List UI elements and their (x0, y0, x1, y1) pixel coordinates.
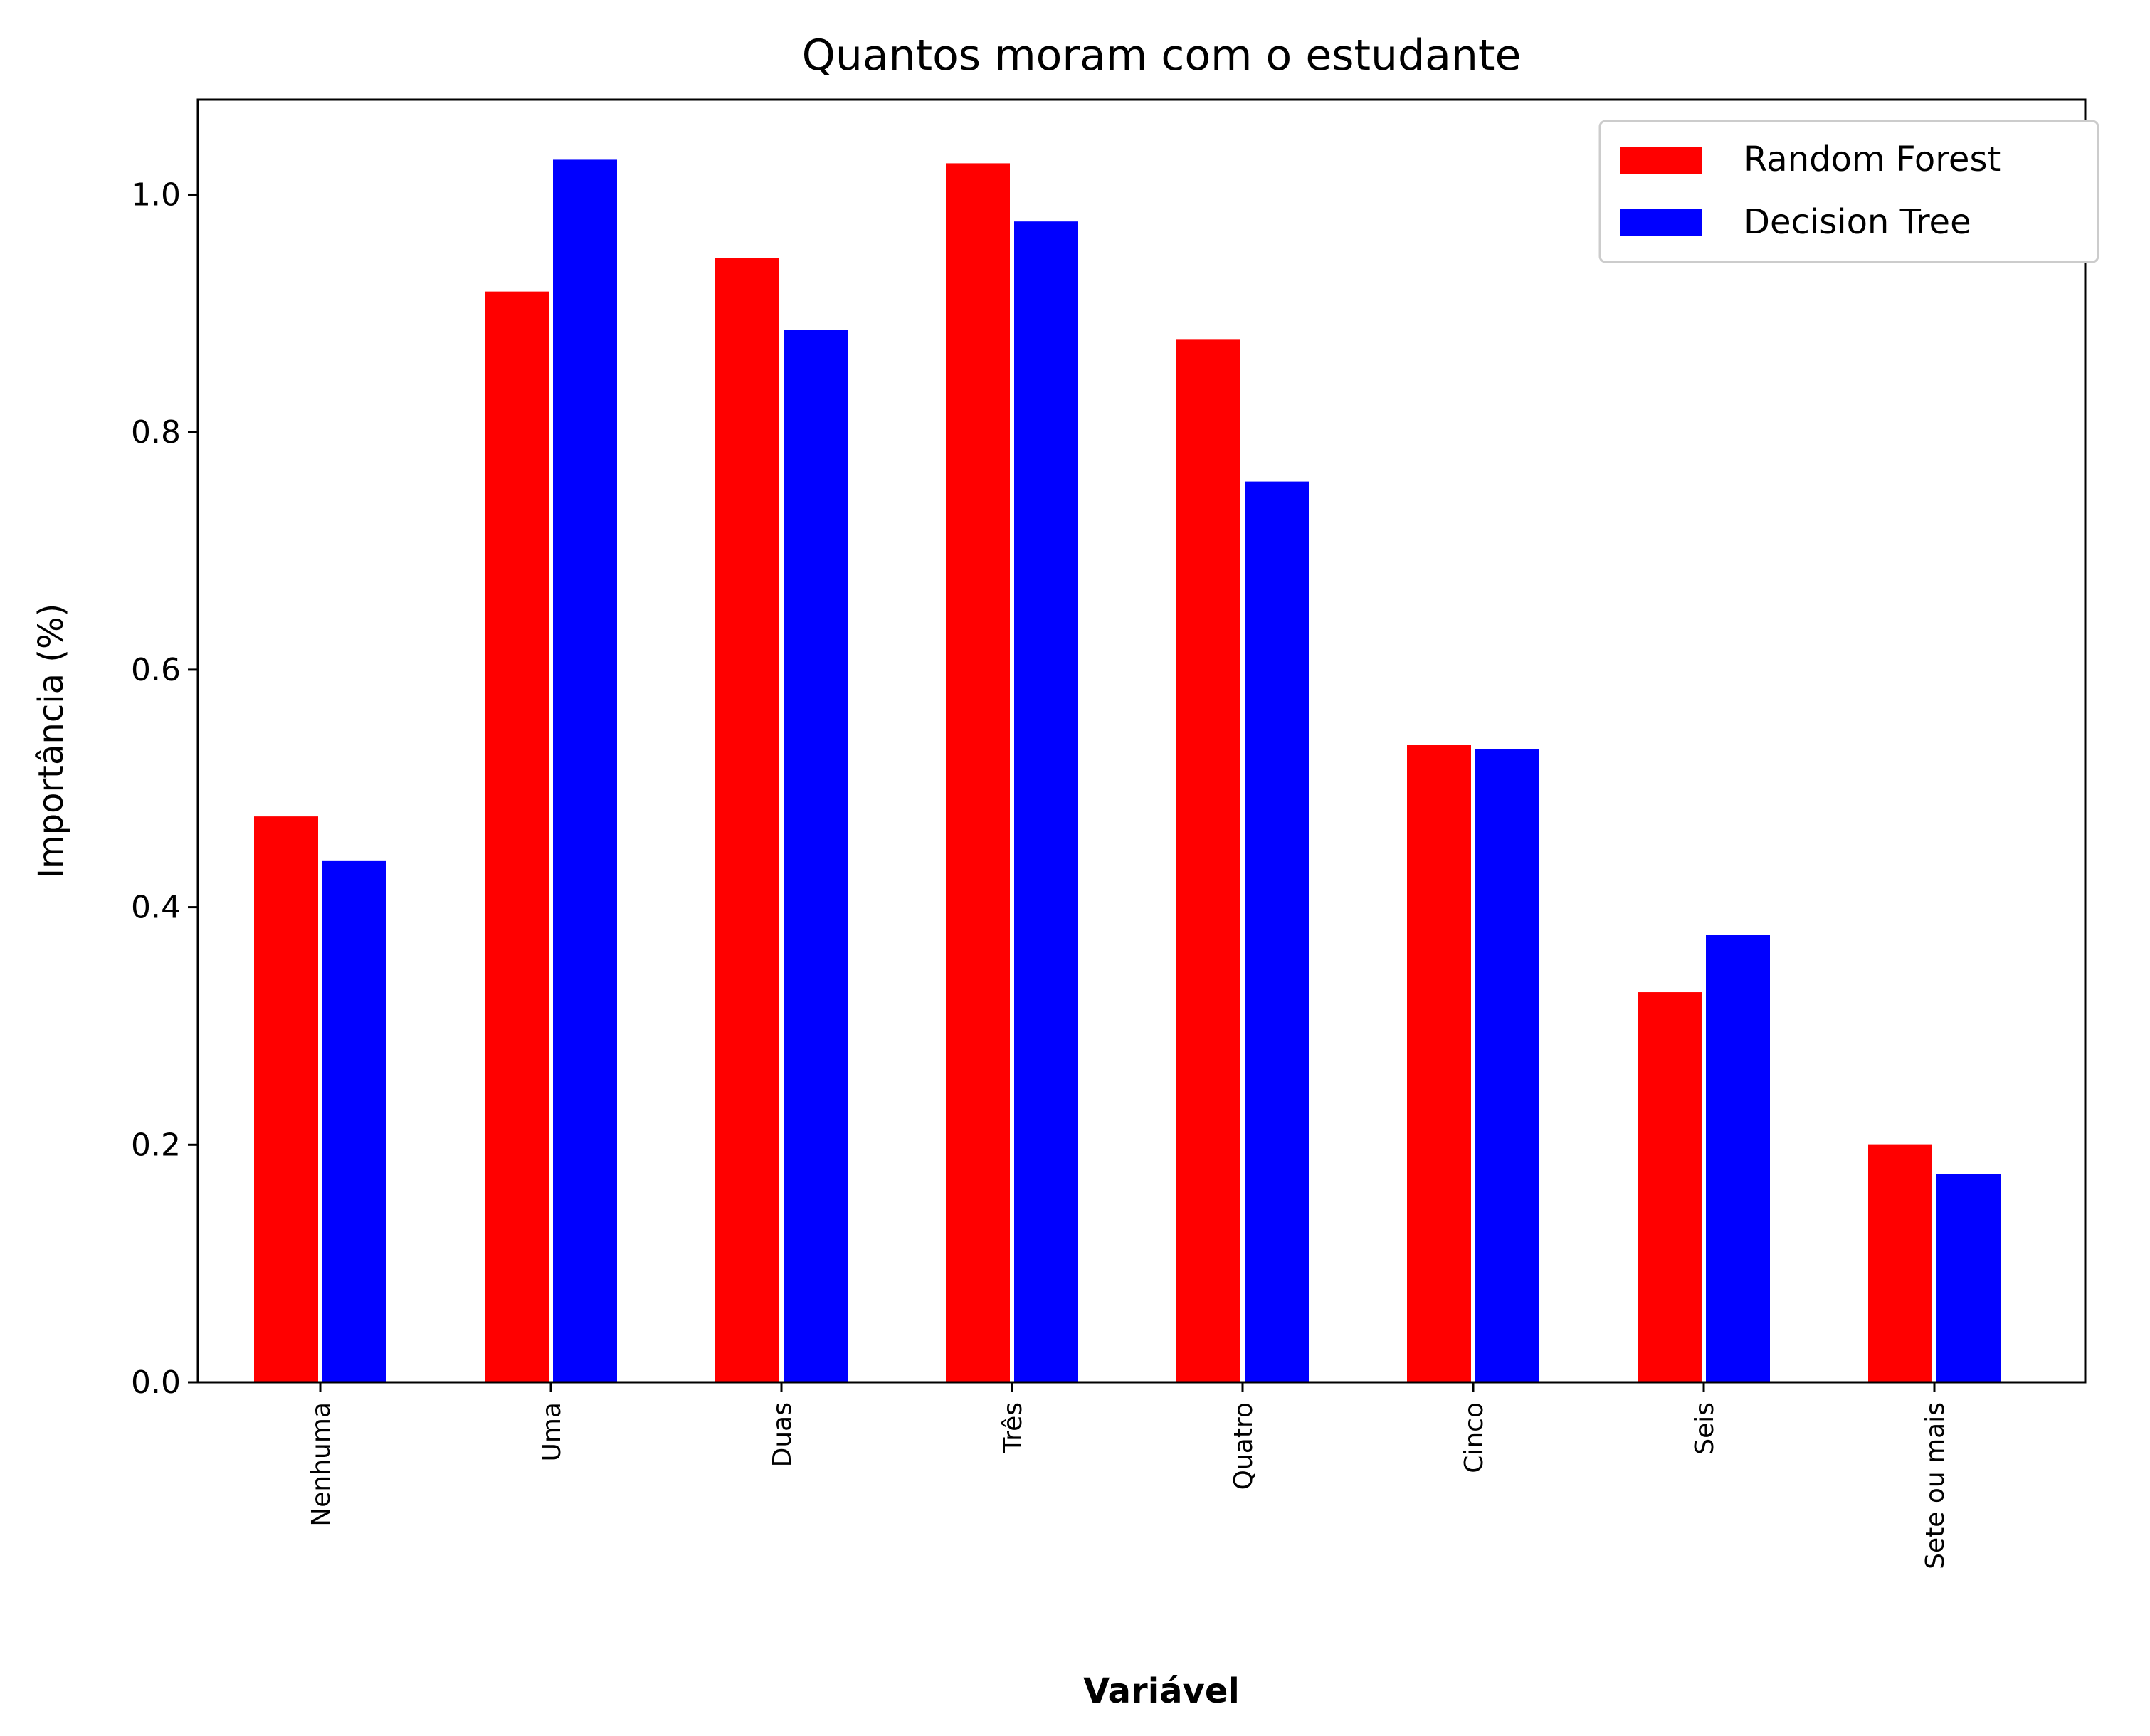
x-tick-label-cinco: Cinco (1460, 1402, 1489, 1473)
bar-random-forest-uma (483, 290, 550, 1383)
y-tick-label: 0.6 (131, 652, 181, 688)
bar-decision-tree-uma (552, 158, 618, 1384)
x-tick-label-uma: Uma (537, 1402, 567, 1461)
chart-title: Quantos moram com o estudante (802, 31, 1522, 80)
x-tick-label-sete-ou-mais: Sete ou mais (1921, 1402, 1950, 1569)
y-tick-label: 0.8 (131, 414, 181, 451)
bar-random-forest-quatro (1175, 337, 1242, 1384)
y-tick-label: 1.0 (131, 177, 181, 213)
legend-swatch-random-forest (1620, 147, 1702, 174)
y-tick-label: 0.2 (131, 1127, 181, 1163)
legend: Random Forest Decision Tree (1598, 120, 2099, 263)
y-axis: 0.0 0.2 0.4 0.6 0.8 1.0 (131, 177, 198, 1401)
bar-decision-tree-cinco (1474, 747, 1541, 1383)
x-axis-label: Variável (1083, 1671, 1240, 1711)
bar-random-forest-duas (714, 256, 781, 1383)
bar-random-forest-tres (944, 162, 1011, 1383)
legend-label-random-forest: Random Forest (1744, 140, 2001, 179)
bar-decision-tree-nenhuma (321, 858, 388, 1383)
x-tick-label-tres: Três (998, 1402, 1028, 1454)
plot-frame (196, 98, 2087, 1384)
x-axis: Nenhuma Uma Duas Três Quatro Cinco Seis Sete ou… (307, 1382, 1950, 1569)
y-tick-label: 0.4 (131, 890, 181, 926)
bar-random-forest-sete-ou-mais (1867, 1142, 1934, 1384)
x-tick-label-seis: Seis (1690, 1402, 1719, 1455)
bar-random-forest-nenhuma (253, 815, 320, 1384)
bar-decision-tree-seis (1704, 933, 1771, 1383)
bar-decision-tree-duas (782, 328, 849, 1384)
legend-swatch-decision-tree (1620, 209, 1702, 236)
bar-random-forest-seis (1636, 991, 1703, 1383)
legend-label-decision-tree: Decision Tree (1744, 202, 1971, 242)
bar-random-forest-cinco (1406, 744, 1472, 1384)
legend-frame (1598, 120, 2099, 263)
y-tick-label: 0.0 (131, 1364, 181, 1401)
bars-group (253, 158, 2002, 1384)
x-tick-label-duas: Duas (768, 1402, 797, 1467)
bar-decision-tree-tres (1013, 220, 1080, 1384)
bar-decision-tree-sete-ou-mais (1935, 1172, 2002, 1383)
bar-decision-tree-quatro (1243, 480, 1310, 1383)
x-tick-label-nenhuma: Nenhuma (307, 1402, 336, 1527)
x-tick-label-quatro: Quatro (1229, 1402, 1258, 1490)
y-axis-label: Importância (%) (31, 604, 71, 879)
